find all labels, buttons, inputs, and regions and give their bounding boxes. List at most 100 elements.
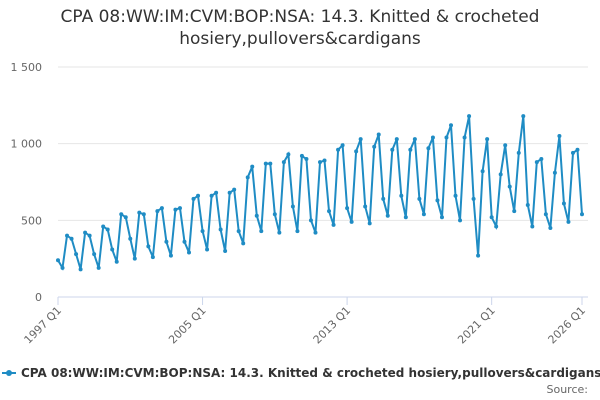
point bbox=[471, 196, 476, 201]
point bbox=[390, 147, 395, 152]
point bbox=[173, 207, 178, 212]
point bbox=[539, 157, 544, 161]
point bbox=[367, 221, 372, 226]
point bbox=[421, 212, 426, 217]
point bbox=[318, 160, 322, 165]
point bbox=[525, 203, 530, 207]
point bbox=[322, 158, 327, 163]
point bbox=[155, 209, 160, 214]
point bbox=[281, 160, 286, 165]
point bbox=[123, 215, 128, 220]
point bbox=[534, 160, 539, 165]
point bbox=[290, 204, 295, 209]
point bbox=[277, 230, 282, 235]
point bbox=[196, 193, 201, 198]
point bbox=[575, 147, 580, 152]
point bbox=[331, 222, 336, 227]
point bbox=[476, 253, 481, 258]
point bbox=[516, 150, 521, 155]
point bbox=[570, 150, 575, 155]
point bbox=[92, 252, 97, 257]
x-tick-label: 2026 Q1 bbox=[546, 304, 589, 347]
point bbox=[552, 170, 557, 175]
point bbox=[417, 196, 422, 201]
point bbox=[83, 230, 88, 235]
point bbox=[227, 190, 232, 195]
point bbox=[503, 143, 508, 148]
point bbox=[345, 206, 350, 211]
x-tick-label: 2005 Q1 bbox=[166, 304, 209, 347]
point bbox=[453, 193, 458, 198]
point bbox=[119, 212, 124, 217]
point bbox=[494, 224, 499, 229]
point bbox=[543, 212, 548, 217]
point bbox=[561, 201, 566, 206]
point bbox=[187, 250, 191, 255]
point bbox=[200, 229, 205, 234]
point bbox=[439, 215, 444, 220]
point bbox=[146, 244, 151, 249]
point bbox=[462, 135, 467, 140]
y-tick-label: 1 500 bbox=[11, 61, 43, 74]
point bbox=[150, 255, 155, 260]
point bbox=[65, 233, 70, 238]
point bbox=[376, 132, 381, 137]
point bbox=[105, 227, 110, 232]
point bbox=[385, 213, 390, 218]
point bbox=[236, 229, 241, 234]
point bbox=[426, 146, 431, 151]
legend-label: CPA 08:WW:IM:CVM:BOP:NSA: 14.3. Knitted … bbox=[21, 366, 600, 380]
point bbox=[168, 253, 173, 258]
x-tick-label: 2021 Q1 bbox=[455, 304, 498, 347]
point bbox=[69, 236, 74, 241]
point bbox=[60, 265, 65, 270]
point bbox=[435, 198, 440, 203]
point bbox=[327, 209, 332, 214]
point bbox=[566, 219, 571, 224]
point bbox=[304, 157, 309, 161]
point bbox=[205, 247, 210, 252]
series-line bbox=[57, 115, 583, 271]
point bbox=[259, 229, 264, 234]
point bbox=[580, 212, 584, 217]
point bbox=[182, 239, 187, 244]
point bbox=[354, 149, 359, 154]
point bbox=[101, 224, 106, 229]
point bbox=[263, 161, 268, 166]
y-tick-label: 1 000 bbox=[11, 138, 43, 151]
point bbox=[164, 239, 169, 244]
point bbox=[467, 114, 472, 119]
point bbox=[214, 190, 219, 195]
point bbox=[313, 230, 318, 235]
point bbox=[458, 218, 463, 223]
point bbox=[412, 137, 417, 142]
point bbox=[223, 249, 228, 253]
point bbox=[521, 114, 526, 119]
point bbox=[218, 227, 223, 232]
legend-marker bbox=[6, 370, 12, 376]
point bbox=[132, 256, 137, 261]
chart-title: CPA 08:WW:IM:CVM:BOP:NSA: 14.3. Knitted … bbox=[60, 7, 540, 49]
point bbox=[394, 137, 399, 142]
point bbox=[286, 152, 291, 157]
y-tick-label: 500 bbox=[21, 214, 42, 227]
point bbox=[489, 215, 494, 220]
point bbox=[137, 210, 142, 215]
point bbox=[272, 212, 277, 217]
point bbox=[295, 229, 300, 234]
point bbox=[530, 224, 535, 229]
point bbox=[308, 218, 313, 223]
point bbox=[114, 259, 119, 264]
point bbox=[358, 137, 363, 142]
point bbox=[363, 204, 368, 209]
point bbox=[110, 247, 115, 252]
point bbox=[372, 144, 377, 149]
point bbox=[485, 137, 490, 142]
point bbox=[254, 213, 259, 218]
point bbox=[74, 252, 79, 257]
x-tick-label: 2013 Q1 bbox=[311, 304, 354, 347]
point bbox=[299, 153, 304, 158]
point bbox=[241, 241, 246, 246]
point bbox=[430, 135, 435, 140]
